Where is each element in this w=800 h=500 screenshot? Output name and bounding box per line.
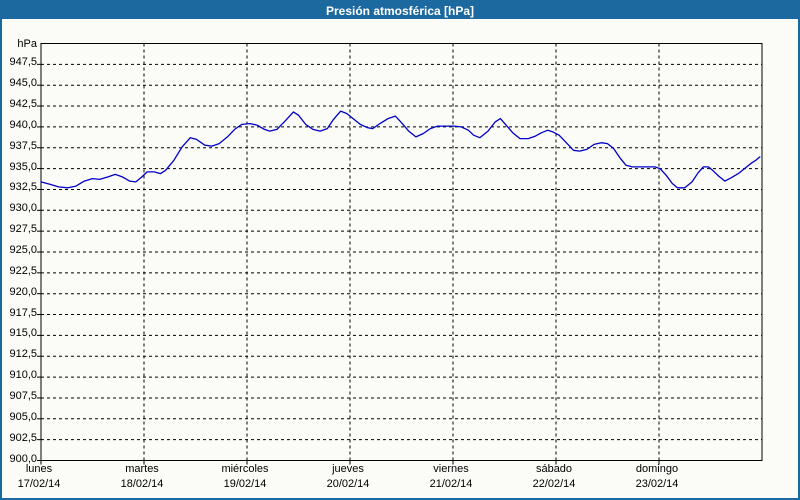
y-tick-label: 905,0 [9,410,37,423]
y-tick-label: 917,5 [9,306,37,319]
x-date-label: 17/02/14 [17,478,61,490]
pressure-series-line [40,110,761,189]
y-tick-label: 927,5 [9,223,37,236]
x-date-label: 19/02/14 [223,478,267,490]
chart-titlebar: Presión atmosférica [hPa] [2,2,798,19]
y-tick-label: 912,5 [9,348,37,361]
y-tick-label: 915,0 [9,327,37,340]
x-date-label: 23/02/14 [635,478,679,490]
y-tick-label: 940,0 [9,118,37,131]
x-date-label: 21/02/14 [429,478,473,490]
x-day-label: lunes [25,463,53,475]
x-day-label: sábado [535,463,573,475]
chart-title: Presión atmosférica [hPa] [325,3,475,18]
y-tick-label: 942,5 [9,98,37,111]
x-day-label: viernes [433,463,469,475]
x-date-label: 22/02/14 [532,478,576,490]
y-tick-label: 900,0 [9,452,37,465]
y-tick-label: 937,5 [9,139,37,152]
y-tick-label: 922,5 [9,264,37,277]
y-tick-label: 907,5 [9,389,37,402]
y-tick-label: 920,0 [9,285,37,298]
x-day-label: miércoles [221,463,269,475]
y-tick-label: 930,0 [9,202,37,215]
y-tick-label: 935,0 [9,160,37,173]
y-tick-label: 945,0 [9,77,37,90]
y-tick-label: 925,0 [9,244,37,256]
y-tick-label: 947,5 [9,56,37,69]
y-tick-label: 932,5 [9,181,37,194]
y-tick-label: 910,0 [9,369,37,382]
x-date-label: 20/02/14 [326,478,370,490]
x-day-label: domingo [635,463,679,475]
y-tick-label: 902,5 [9,431,37,444]
x-day-label: martes [125,463,159,475]
x-date-label: 18/02/14 [120,478,164,490]
y-axis-unit-label: hPa [17,38,37,50]
x-day-label: jueves [332,463,364,475]
